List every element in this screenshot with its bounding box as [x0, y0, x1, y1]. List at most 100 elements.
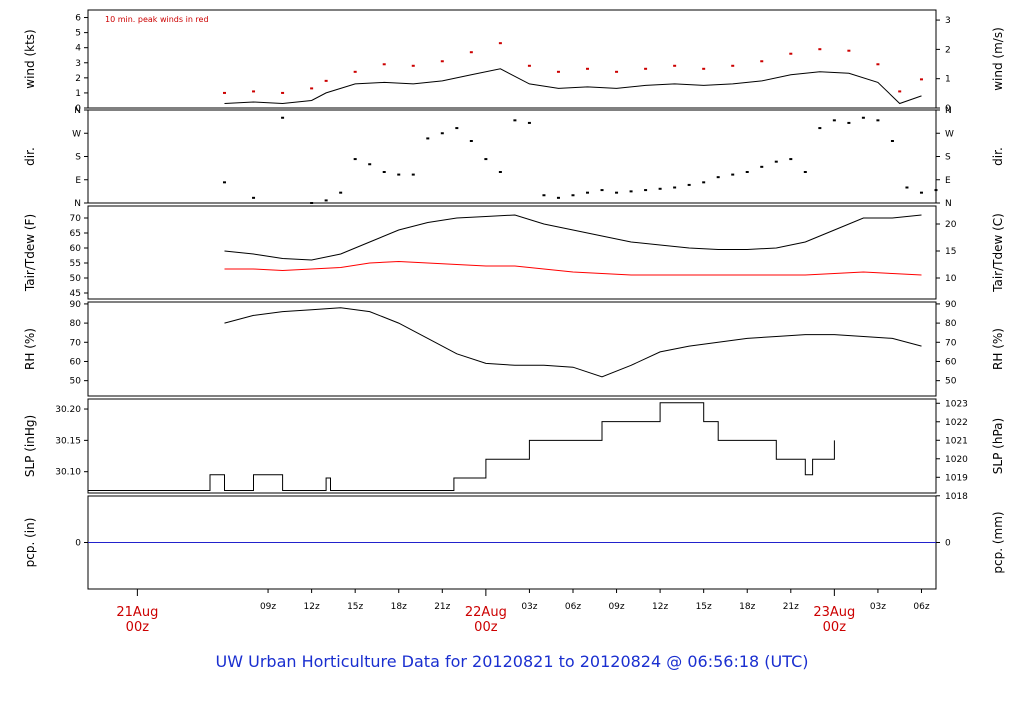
x-tick-label: 09z [260, 602, 276, 612]
footer-title: UW Urban Horticulture Data for 20120821 … [216, 652, 809, 671]
wind-series-1-point [876, 63, 880, 66]
dir-series-0-point [629, 190, 633, 193]
dir-ylabel-left: dir. [23, 147, 37, 166]
wind-series-1-point [818, 48, 822, 51]
pcp-right-tick-label: 0 [945, 539, 951, 549]
dir-series-0-point [876, 119, 880, 122]
wind-series-1-point [469, 51, 473, 54]
rh-panel-frame [87, 301, 937, 397]
day-date-label: 21Aug [116, 605, 158, 620]
temp-panel-frame [87, 205, 937, 300]
dir-series-0-point [919, 191, 923, 194]
wind-series-1-point [586, 67, 590, 70]
dir-left-tick-label: E [75, 176, 81, 186]
dir-series-0-point [368, 163, 372, 166]
dir-series-0-point [455, 127, 459, 130]
dir-series-0-point [832, 119, 836, 122]
pcp-ylabel-right: pcp. (mm) [991, 511, 1005, 573]
day-time-label: 00z [474, 620, 498, 635]
dir-series-0-point [397, 173, 401, 176]
dir-series-0-point [774, 160, 778, 163]
day-date-label: 23Aug [813, 605, 855, 620]
wind-annotation: 10 min. peak winds in red [105, 15, 209, 24]
wind-left-tick-label: 0 [75, 104, 81, 114]
temp-ylabel-left: Tair/Tdew (F) [23, 214, 37, 292]
slp-right-tick-label: 1018 [945, 492, 968, 502]
temp-left-tick-label: 45 [70, 289, 81, 299]
dir-series-0-point [745, 171, 749, 173]
rh-right-tick-label: 80 [945, 319, 957, 329]
rh-right-tick-label: 60 [945, 357, 957, 367]
dir-series-0-point [731, 173, 735, 176]
wind-ylabel-right: wind (m/s) [991, 27, 1005, 91]
dir-series-0-point [281, 116, 285, 119]
wind-series-1-point [615, 70, 619, 73]
dir-series-0-point [847, 121, 851, 124]
wind-series-1-point [556, 70, 560, 73]
slp-panel-frame [87, 398, 937, 494]
wind-series-0-line [224, 68, 922, 105]
slp-series-0-line [88, 402, 835, 491]
wind-series-1-point [919, 78, 923, 81]
temp-right-tick-label: 20 [945, 220, 957, 230]
dir-right-tick-label: S [945, 153, 951, 163]
wind-left-tick-label: 4 [75, 44, 81, 54]
dir-series-0-point [615, 191, 619, 194]
slp-left-tick-label: 30.15 [55, 436, 81, 446]
wind-series-1-point [353, 70, 357, 73]
wind-left-tick-label: 3 [75, 59, 81, 69]
x-tick-label: 15z [347, 602, 363, 612]
dir-series-0-point [861, 116, 865, 119]
dir-series-0-point [658, 187, 662, 190]
x-tick-label: 18z [391, 602, 407, 612]
wind-series-1-point [644, 67, 648, 70]
slp-ylabel-right: SLP (hPa) [991, 418, 1005, 474]
wind-right-tick-label: 1 [945, 75, 951, 85]
wind-series-1-point [673, 64, 677, 67]
dir-series-0-point [324, 199, 328, 202]
temp-left-tick-label: 70 [70, 214, 82, 224]
slp-ylabel-left: SLP (inHg) [23, 415, 37, 477]
dir-left-tick-label: S [75, 153, 81, 163]
wind-left-tick-label: 2 [75, 74, 81, 84]
slp-right-tick-label: 1019 [945, 473, 968, 483]
rh-series-0-line [224, 307, 922, 378]
x-tick-label: 12z [304, 602, 320, 612]
dir-series-0-point [310, 202, 314, 204]
wind-series-1-point [411, 64, 415, 67]
temp-right-tick-label: 15 [945, 247, 956, 257]
temp-left-tick-label: 50 [70, 274, 82, 284]
dir-series-0-point [687, 183, 691, 186]
rh-right-tick-label: 70 [945, 338, 957, 348]
day-time-label: 00z [823, 620, 847, 635]
wind-series-1-point [281, 91, 285, 94]
dir-series-0-point [571, 194, 575, 197]
pcp-left-tick-label: 0 [75, 539, 81, 549]
temp-series-1-line [224, 260, 922, 276]
dir-series-0-point [542, 194, 546, 197]
wind-series-1-point [731, 64, 735, 67]
wind-series-1-point [898, 90, 902, 93]
x-tick-label: 09z [608, 602, 624, 612]
dir-series-0-point [527, 121, 531, 124]
dir-series-0-point [426, 137, 430, 140]
wind-series-1-point [498, 42, 502, 45]
dir-series-0-point [382, 171, 386, 173]
dir-panel-frame [87, 109, 937, 204]
dir-series-0-point [644, 189, 648, 192]
dir-series-0-point [934, 189, 938, 192]
wind-ylabel-left: wind (kts) [23, 29, 37, 88]
dir-series-0-point [586, 191, 590, 194]
wind-series-1-point [310, 87, 314, 90]
temp-series-0-line [224, 214, 922, 261]
dir-series-0-point [513, 119, 517, 122]
x-tick-label: 21z [783, 602, 799, 612]
x-tick-label: 21z [434, 602, 450, 612]
day-time-label: 00z [126, 620, 150, 635]
dir-series-0-point [252, 196, 256, 199]
dir-series-0-point [353, 158, 357, 161]
wind-left-tick-label: 1 [75, 89, 81, 99]
wind-series-1-point [440, 60, 444, 63]
dir-series-0-point [789, 158, 793, 161]
